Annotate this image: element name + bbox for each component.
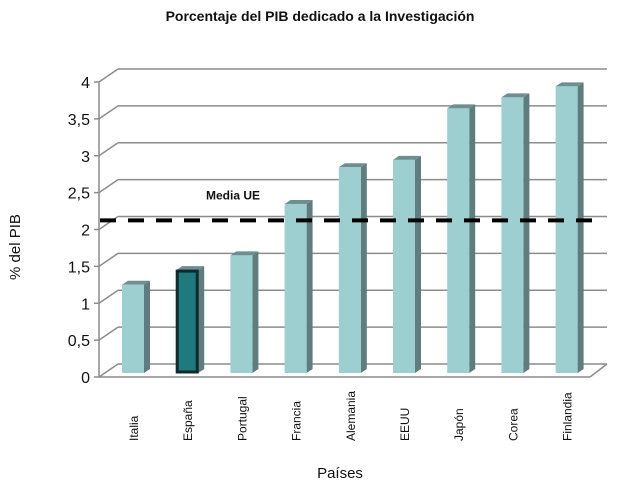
x-tick-label: Italia [127,415,141,441]
x-tick-label: EEUU [398,408,412,441]
bar-italia [122,280,150,373]
bar-portugal [230,251,259,373]
bar-japón [447,104,476,374]
y-tick-label: 3 [81,149,90,166]
bar-corea [501,93,530,373]
x-tick-label: España [181,400,195,441]
bar-finlandia [555,82,584,373]
bar-alemania [338,163,367,373]
x-tick-label: Alemania [344,391,358,441]
reference-line-label: Media UE [206,188,260,202]
bar-eeuu [393,155,421,373]
y-tick-label: 1,5 [68,259,90,276]
y-tick-label: 0,5 [68,333,90,350]
x-tick-label: Portugal [235,396,249,441]
x-tick-label: Finlandia [561,392,575,441]
bar-francia [284,199,313,373]
x-tick-label: Japón [452,408,466,441]
x-tick-label: Corea [506,408,520,441]
bar-españa [175,266,205,374]
y-tick-label: 2,5 [68,186,90,203]
y-tick-label: 4 [81,75,90,92]
y-tick-label: 3,5 [68,112,90,129]
bars [122,82,584,374]
y-tick-label: 2 [81,223,90,240]
x-axis-label: Países [317,465,363,482]
chart-title: Porcentaje del PIB dedicado a la Investi… [165,8,475,24]
x-tick-label: Francia [290,401,304,441]
y-tick-label: 1 [81,296,90,313]
y-tick-label: 0 [81,370,90,387]
y-axis-label: % del PIB [7,214,24,280]
